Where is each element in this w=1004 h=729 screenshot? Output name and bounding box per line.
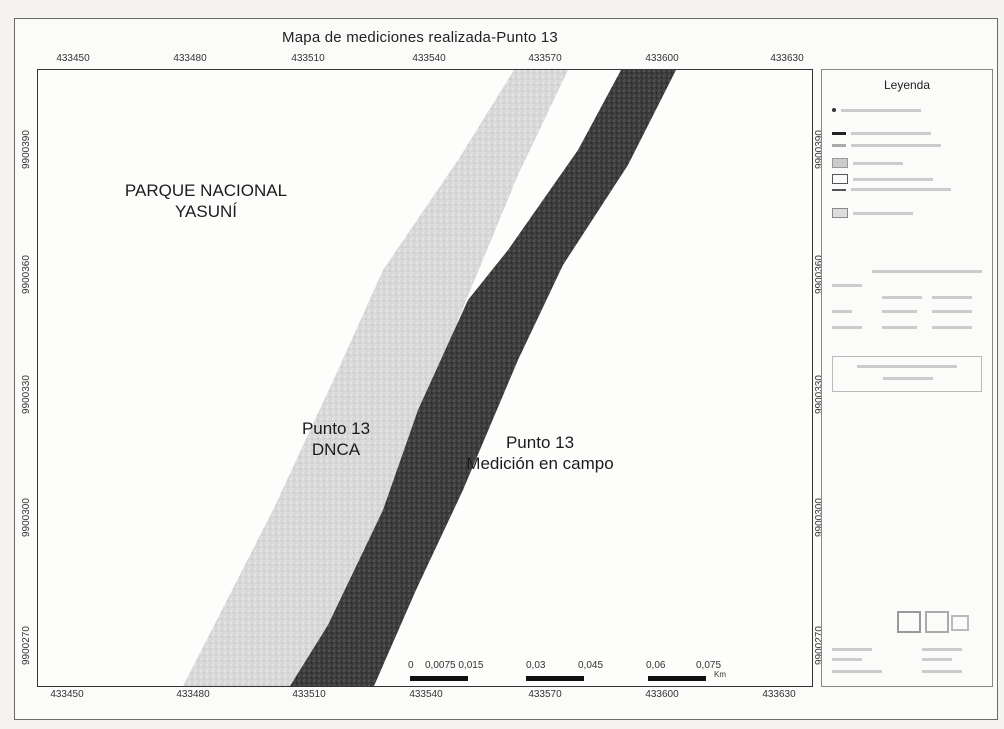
point-symbol-icon xyxy=(832,108,836,112)
x-tick-bottom: 433450 xyxy=(50,689,84,700)
scale-segment xyxy=(410,676,468,681)
x-tick-bottom: 433480 xyxy=(176,689,210,700)
distance-box xyxy=(832,356,982,392)
logo xyxy=(894,608,974,636)
y-tick-left: 9900270 xyxy=(21,626,32,665)
legend-item xyxy=(832,132,931,135)
line-symbol-icon xyxy=(832,132,846,135)
x-tick-bottom: 433540 xyxy=(409,689,443,700)
legend-item xyxy=(832,188,951,191)
field-label: Punto 13 Medición en campo xyxy=(466,433,614,473)
legend-item xyxy=(832,174,933,184)
line-symbol-icon xyxy=(832,144,846,147)
scale-label: 0 xyxy=(408,660,414,671)
area-symbol-icon xyxy=(832,208,848,218)
park-label: PARQUE NACIONAL YASUNÍ xyxy=(124,181,288,221)
line-symbol-icon xyxy=(832,188,846,191)
x-tick-top: 433510 xyxy=(291,53,325,64)
map-sheet: Mapa de mediciones realizada-Punto 13 43… xyxy=(14,18,998,720)
x-tick-top: 433480 xyxy=(173,53,207,64)
dnca-label: Punto 13 DNCA xyxy=(301,419,371,459)
x-tick-top: 433450 xyxy=(56,53,90,64)
x-tick-bottom: 433570 xyxy=(528,689,562,700)
map-svg xyxy=(183,70,676,686)
map-title: Mapa de mediciones realizada-Punto 13 xyxy=(282,29,558,46)
y-tick-left: 9900330 xyxy=(21,375,32,414)
coordinates-table xyxy=(832,270,982,350)
y-tick-left: 9900300 xyxy=(21,498,32,537)
area-symbol-icon xyxy=(832,174,848,184)
legend-item xyxy=(832,108,921,112)
y-tick-left: 9900390 xyxy=(21,130,32,169)
scale-label: 0,03 xyxy=(526,660,546,671)
x-tick-top: 433540 xyxy=(412,53,446,64)
field-measurement-band xyxy=(290,70,676,686)
y-tick-left: 9900360 xyxy=(21,255,32,294)
x-tick-top: 433570 xyxy=(528,53,562,64)
legend-title: Leyenda xyxy=(883,78,931,92)
map-canvas[interactable]: PARQUE NACIONAL YASUNÍ Punto 13 DNCA Pun… xyxy=(37,69,813,687)
scale-segment xyxy=(526,676,584,681)
dnca-band xyxy=(183,70,568,686)
scale-label: 0,075 xyxy=(696,660,722,671)
x-tick-top: 433600 xyxy=(645,53,679,64)
legend-item xyxy=(832,208,913,218)
legend-panel: Leyenda N xyxy=(821,69,993,687)
x-tick-top: 433630 xyxy=(770,53,804,64)
scale-label: 0,06 xyxy=(646,660,666,671)
area-symbol-icon xyxy=(832,158,848,168)
x-tick-bottom: 433510 xyxy=(292,689,326,700)
scale-segment xyxy=(648,676,706,681)
legend-item xyxy=(832,144,941,147)
legend-item xyxy=(832,158,903,168)
scale-unit: Km xyxy=(714,670,726,679)
scale-label: 0,0075 0,015 xyxy=(425,660,484,671)
x-tick-bottom: 433600 xyxy=(645,689,679,700)
credits-block xyxy=(832,646,982,682)
institution-logo-icon xyxy=(897,611,969,633)
x-tick-bottom: 433630 xyxy=(762,689,796,700)
scale-label: 0,045 xyxy=(578,660,604,671)
